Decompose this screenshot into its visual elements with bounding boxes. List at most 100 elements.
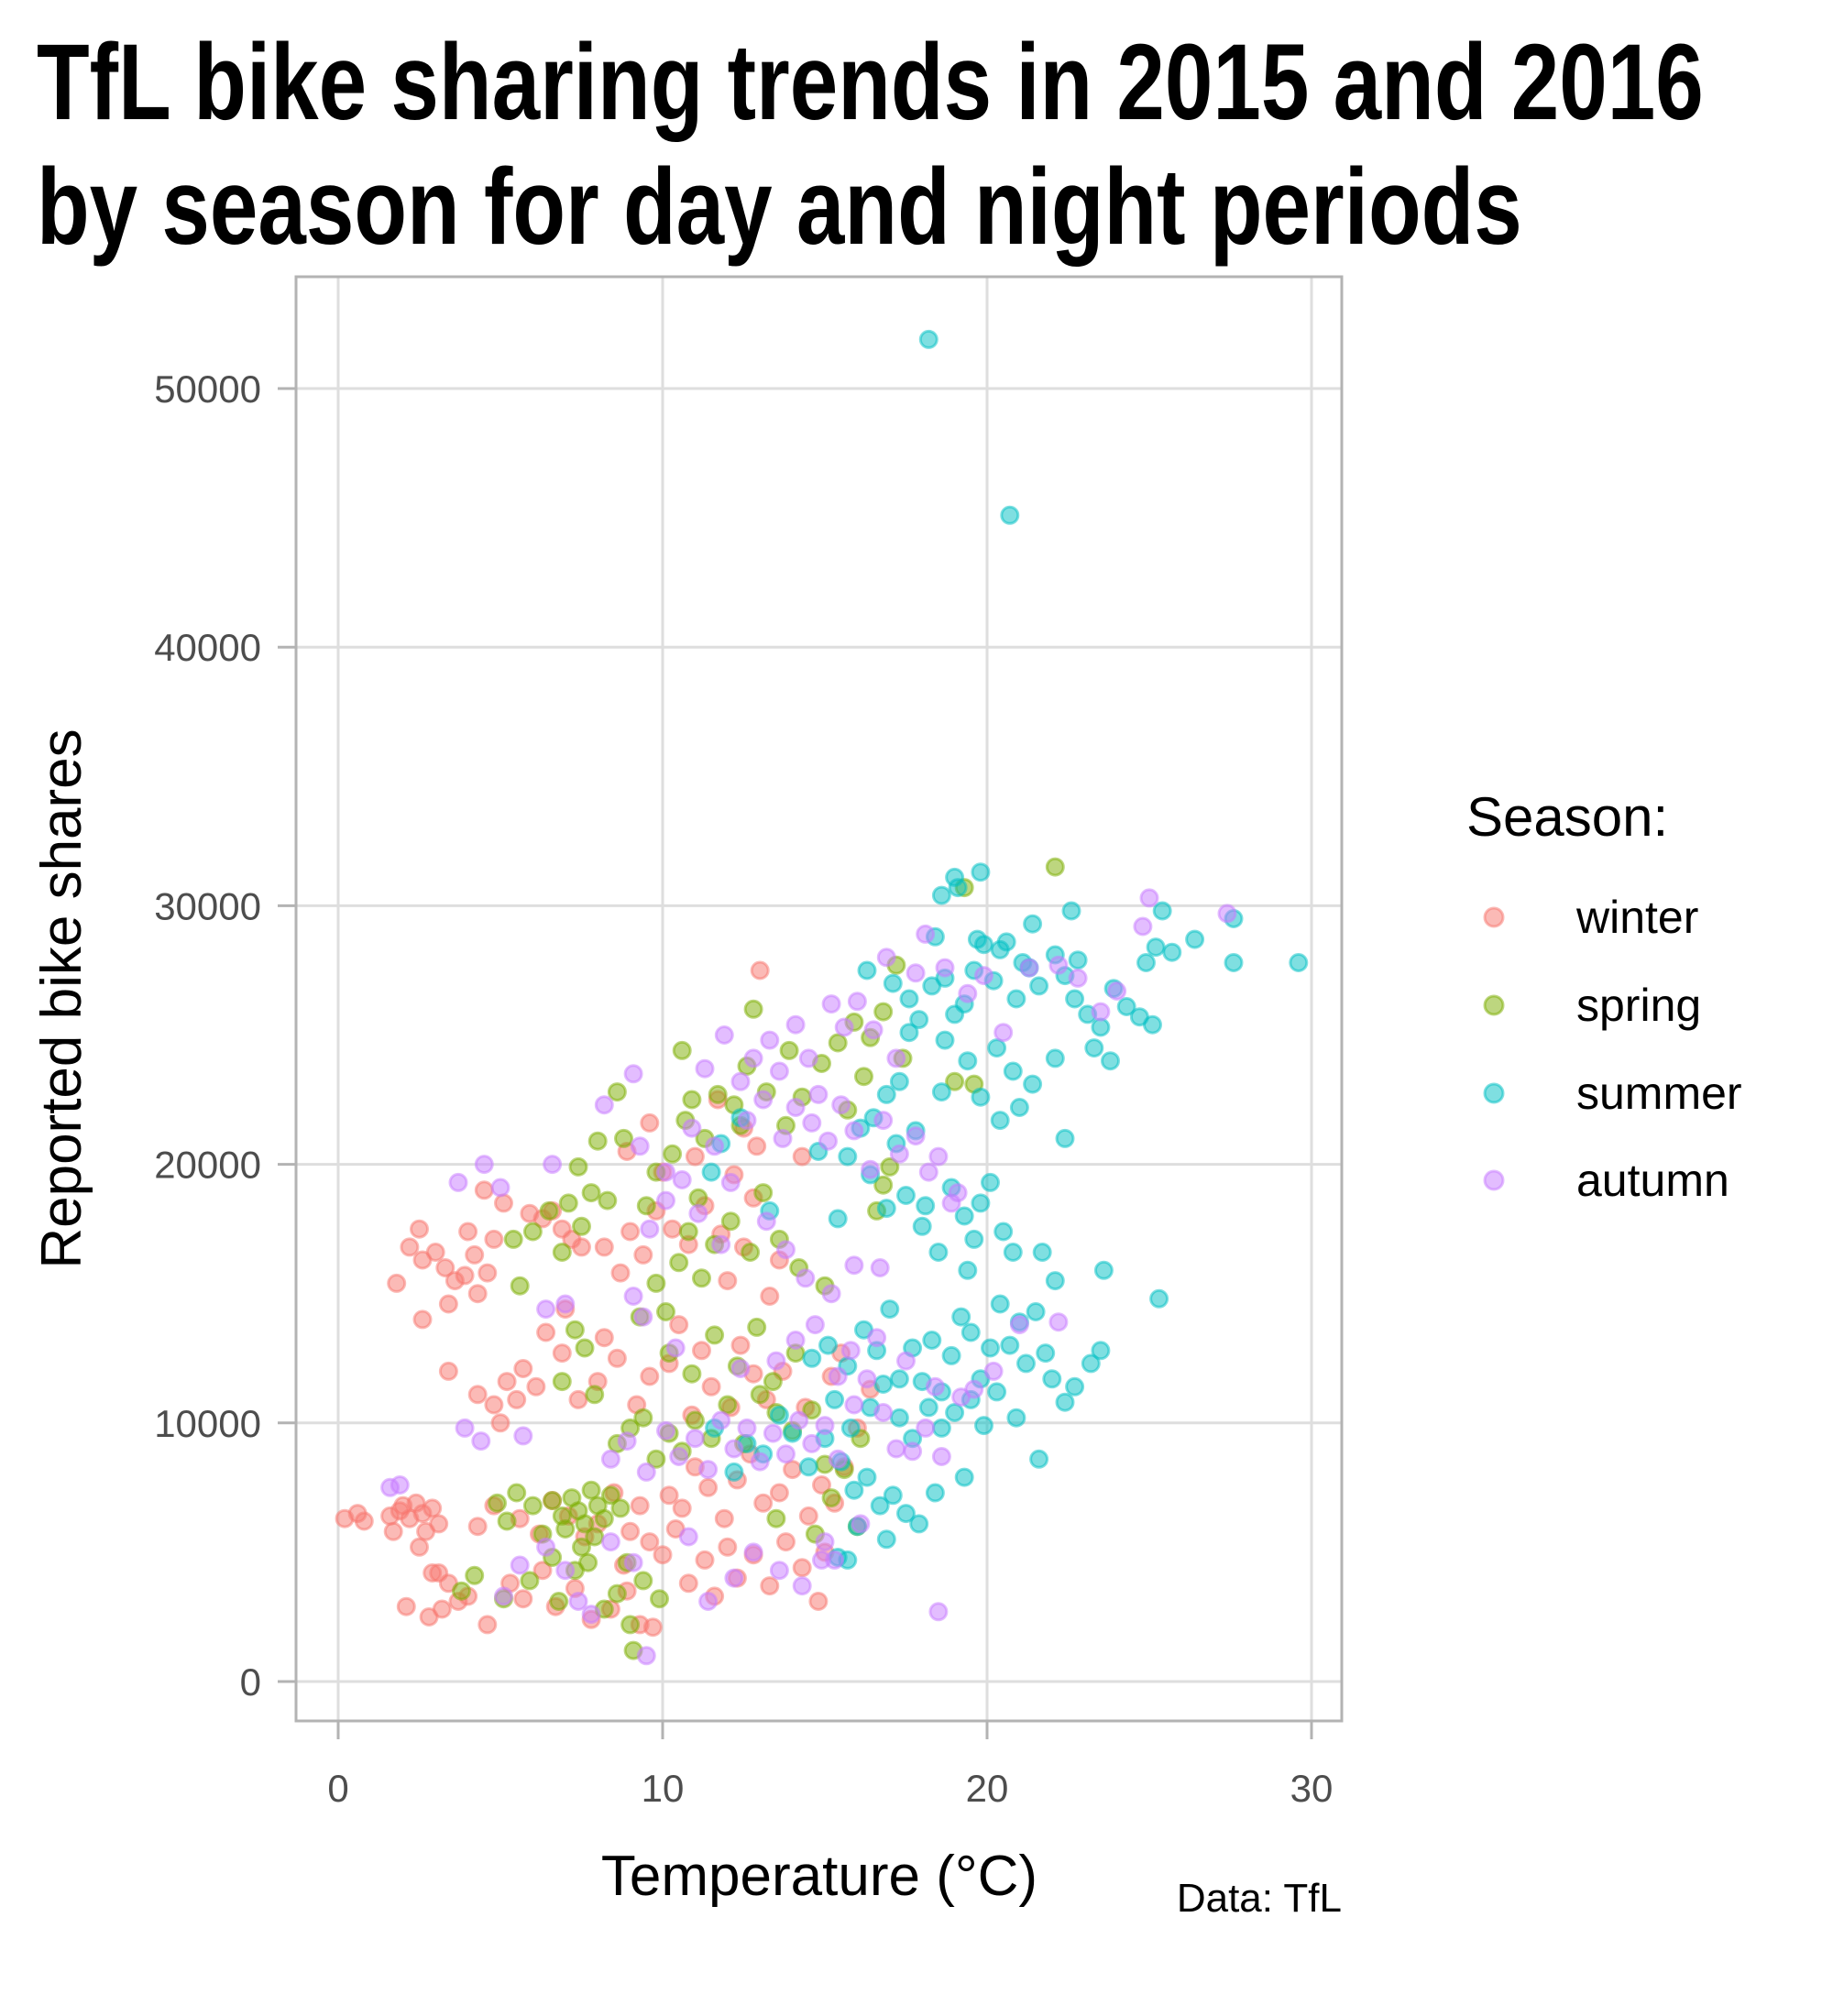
data-point-autumn xyxy=(831,1095,851,1115)
data-point-summer xyxy=(1146,937,1166,958)
data-point-autumn xyxy=(737,1418,757,1438)
data-point-summer xyxy=(1116,997,1136,1016)
data-point-winter xyxy=(750,960,770,981)
data-point-autumn xyxy=(600,1532,620,1552)
data-point-winter xyxy=(659,1485,679,1506)
data-point-spring xyxy=(828,1033,848,1053)
data-point-autumn xyxy=(1068,968,1088,988)
data-point-summer xyxy=(825,1389,845,1409)
caption: Data: TfL xyxy=(1177,1876,1342,1921)
data-point-autumn xyxy=(600,1449,620,1469)
data-point-spring xyxy=(821,1488,841,1508)
data-point-autumn xyxy=(536,1299,556,1320)
legend-label-spring: spring xyxy=(1576,980,1701,1031)
data-point-summer xyxy=(960,1322,981,1342)
data-point-autumn xyxy=(633,1307,653,1327)
data-point-autumn xyxy=(993,1023,1014,1043)
data-point-autumn xyxy=(730,1071,751,1091)
data-point-autumn xyxy=(753,1090,774,1110)
y-tick-label: 50000 xyxy=(154,367,261,411)
data-point-autumn xyxy=(1019,958,1039,978)
plot-panel-border xyxy=(294,275,1344,1723)
data-point-spring xyxy=(510,1276,530,1296)
data-point-winter xyxy=(532,1561,553,1581)
data-point-spring xyxy=(779,1040,799,1060)
data-point-summer xyxy=(1003,1061,1023,1081)
data-point-summer xyxy=(818,1335,838,1355)
data-point-autumn xyxy=(623,1552,643,1572)
data-point-winter xyxy=(760,1287,780,1306)
data-point-spring xyxy=(607,1082,627,1102)
data-point-spring xyxy=(520,1571,540,1591)
data-point-winter xyxy=(594,1328,614,1348)
data-point-summer xyxy=(958,1051,978,1071)
data-point-autumn xyxy=(669,1447,689,1466)
data-point-summer xyxy=(1065,1376,1085,1397)
data-point-winter xyxy=(808,1592,829,1611)
data-point-autumn xyxy=(640,1219,660,1239)
data-point-autumn xyxy=(818,1131,838,1151)
data-point-autumn xyxy=(928,1146,949,1167)
data-point-autumn xyxy=(763,1423,783,1443)
data-point-spring xyxy=(766,1508,786,1528)
data-point-summer xyxy=(1042,1369,1062,1389)
data-point-winter xyxy=(640,1532,660,1552)
data-point-spring xyxy=(633,1408,653,1428)
data-point-summer xyxy=(840,1418,861,1438)
data-point-autumn xyxy=(886,1048,906,1068)
x-axis-title: Temperature (°C) xyxy=(601,1845,1037,1908)
y-tick-label: 20000 xyxy=(154,1144,261,1187)
data-point-summer xyxy=(880,1299,900,1320)
data-point-summer xyxy=(954,1467,974,1487)
data-point-autumn xyxy=(688,1203,708,1223)
data-point-summer xyxy=(1032,1243,1052,1262)
data-point-spring xyxy=(543,1491,563,1510)
data-point-spring xyxy=(873,1175,894,1195)
plot-panel-background xyxy=(296,277,1342,1721)
data-point-autumn xyxy=(743,1542,763,1562)
data-point-autumn xyxy=(490,1178,510,1198)
data-point-summer xyxy=(931,1082,951,1102)
data-point-autumn xyxy=(1133,916,1153,937)
data-point-autumn xyxy=(906,1126,926,1146)
data-point-spring xyxy=(741,1243,761,1262)
data-point-summer xyxy=(1091,1017,1111,1037)
data-point-winter xyxy=(435,1258,456,1277)
data-point-winter xyxy=(633,1244,653,1265)
data-point-spring xyxy=(549,1592,569,1611)
data-point-winter xyxy=(672,1498,692,1518)
data-point-summer xyxy=(1045,1048,1065,1068)
data-point-autumn xyxy=(581,1605,601,1625)
data-point-autumn xyxy=(916,924,936,944)
data-point-spring xyxy=(488,1493,507,1513)
data-point-spring xyxy=(656,1302,675,1321)
data-point-winter xyxy=(513,1589,533,1609)
data-point-summer xyxy=(1000,1335,1020,1355)
data-point-winter xyxy=(718,1271,738,1291)
data-point-autumn xyxy=(636,1646,656,1666)
data-point-winter xyxy=(526,1376,546,1397)
data-point-summer xyxy=(876,1529,896,1550)
data-point-winter xyxy=(730,1335,751,1355)
data-point-winter xyxy=(776,1532,796,1552)
data-point-summer xyxy=(981,1172,1000,1192)
data-point-autumn xyxy=(1048,1312,1069,1332)
data-point-autumn xyxy=(724,1439,744,1459)
x-gridlines xyxy=(336,277,1313,1721)
data-point-autumn xyxy=(776,1444,796,1464)
data-point-summer xyxy=(971,862,991,882)
data-point-autumn xyxy=(665,1338,686,1358)
data-point-summer xyxy=(987,1382,1007,1402)
data-point-summer xyxy=(987,1038,1007,1058)
data-point-autumn xyxy=(867,1328,887,1348)
data-point-winter xyxy=(792,1146,812,1167)
data-point-autumn xyxy=(847,992,867,1012)
data-point-summer xyxy=(828,1209,848,1229)
data-point-winter xyxy=(410,1537,429,1557)
data-point-summer xyxy=(701,1162,721,1182)
data-point-summer xyxy=(1006,1408,1026,1428)
data-point-autumn xyxy=(928,1602,949,1622)
data-point-autumn xyxy=(983,1361,1004,1381)
data-point-summer xyxy=(1152,901,1172,921)
data-point-summer xyxy=(1023,1074,1043,1094)
